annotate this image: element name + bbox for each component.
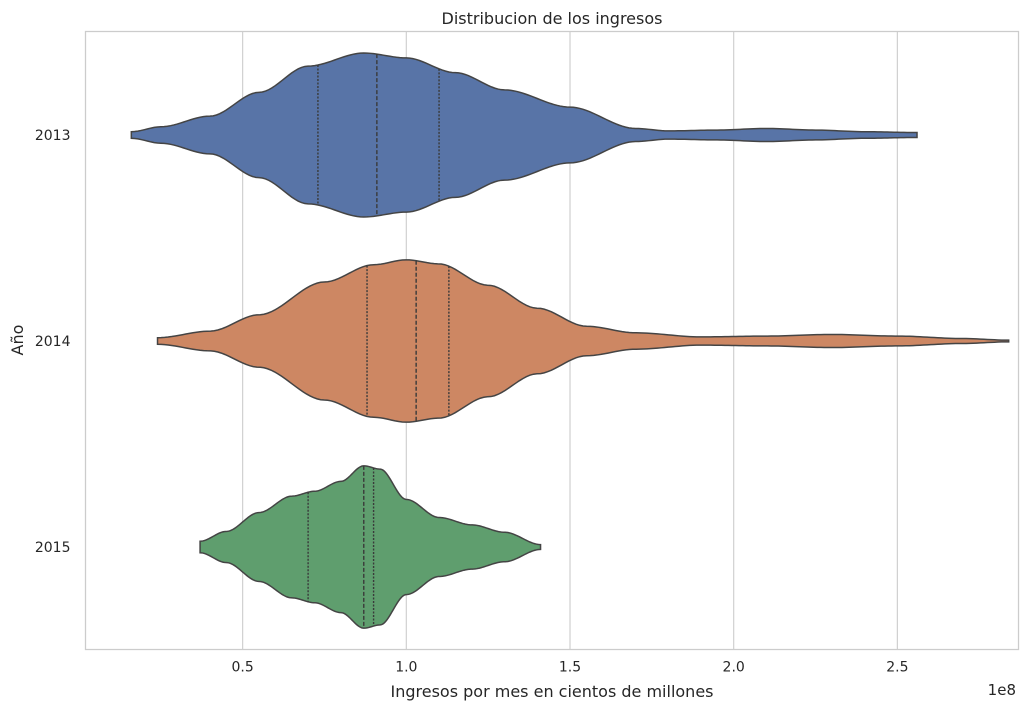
violins [130,52,1010,629]
y-tick-label: 2015 [35,540,71,556]
x-tick-label: 0.5 [232,660,254,676]
x-axis: 0.5 1.0 1.5 2.0 2.5 [232,660,909,676]
x-axis-offset-label: 1e8 [988,681,1016,699]
violin-2014 [156,259,1010,423]
violin-2013 [130,52,918,218]
y-tick-label: 2013 [35,128,71,144]
violin-body [199,465,542,629]
chart-title: Distribucion de los ingresos [442,9,663,28]
x-tick-label: 1.5 [559,660,581,676]
x-tick-label: 2.5 [886,660,908,676]
violin-2015 [199,465,542,629]
violin-body [130,52,918,218]
y-axis: 2013 2014 2015 [35,128,71,556]
x-tick-label: 2.0 [723,660,745,676]
y-tick-label: 2014 [35,334,71,350]
x-tick-label: 1.0 [395,660,417,676]
y-axis-label: Año [8,325,27,356]
plot-frame [84,30,1020,651]
x-axis-label: Ingresos por mes en cientos de millones [391,682,714,701]
violin-body [156,259,1010,423]
